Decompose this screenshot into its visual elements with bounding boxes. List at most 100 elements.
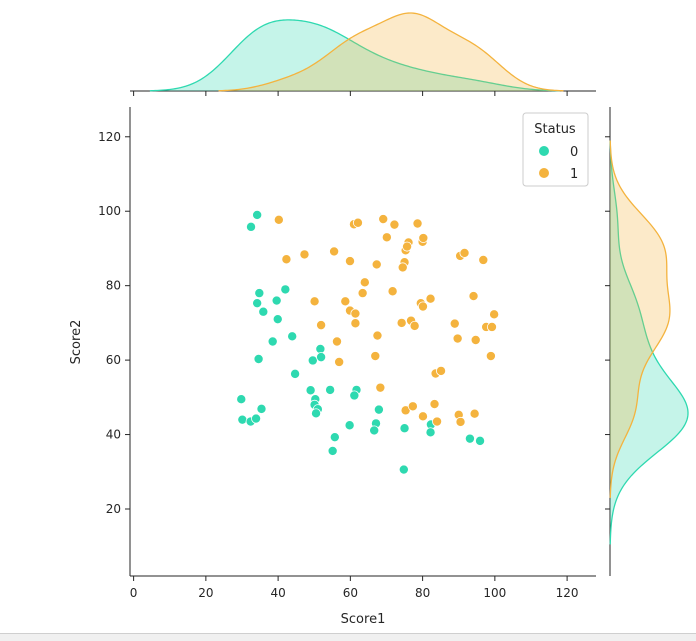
- y-axis-label: Score2: [69, 320, 84, 365]
- scatter-point-status-0: [399, 423, 410, 434]
- top-kde-line-status-0: [149, 19, 560, 92]
- scatter-point-status-0: [252, 298, 263, 309]
- scatter-point-status-1: [455, 416, 466, 427]
- scatter-point-status-1: [273, 214, 284, 225]
- scatter-point-status-0: [236, 394, 247, 405]
- y-tick-label: 100: [98, 204, 121, 218]
- legend: Status 0 1: [522, 112, 589, 187]
- scatter-point-status-1: [371, 259, 382, 270]
- legend-marker-1: [539, 168, 549, 178]
- scatter-point-status-1: [485, 351, 496, 362]
- y-tick-label: 40: [106, 428, 121, 442]
- scatter-points: [236, 209, 500, 475]
- scatter-point-status-1: [425, 293, 436, 304]
- scatter-point-status-1: [409, 320, 420, 331]
- scatter-point-status-1: [418, 233, 429, 244]
- y-tick-label: 20: [106, 502, 121, 516]
- y-tick-label: 80: [106, 279, 121, 293]
- right-kde-fill-status-1: [610, 140, 670, 498]
- legend-label-0: 0: [570, 145, 578, 160]
- scatter-point-status-1: [375, 382, 386, 393]
- scatter-point-status-1: [412, 218, 423, 229]
- scatter-point-status-0: [327, 445, 338, 456]
- scatter-point-status-0: [246, 221, 257, 232]
- scatter-point-status-1: [449, 318, 460, 329]
- scatter-point-status-1: [478, 254, 489, 265]
- scatter-point-status-0: [307, 355, 318, 366]
- scatter-point-status-0: [425, 427, 436, 438]
- x-tick-label: 60: [343, 586, 358, 600]
- scatter-point-status-0: [369, 425, 380, 436]
- scatter-point-status-1: [340, 296, 351, 307]
- scatter-point-status-1: [470, 335, 481, 346]
- scatter-point-status-0: [280, 284, 291, 295]
- x-tick-label: 80: [415, 586, 430, 600]
- window-bottom-edge: [0, 633, 696, 641]
- scatter-point-status-1: [350, 318, 361, 329]
- scatter-point-status-1: [417, 411, 428, 422]
- legend-marker-0: [539, 146, 549, 156]
- legend-title: Status: [534, 122, 576, 137]
- scatter-point-status-0: [329, 432, 340, 443]
- x-axis-label: Score1: [341, 612, 386, 627]
- scatter-point-status-1: [429, 399, 440, 410]
- scatter-point-status-0: [253, 353, 264, 364]
- scatter-point-status-1: [432, 416, 443, 427]
- top-kde-line-status-1: [218, 12, 564, 92]
- right-marginal-kde: [605, 107, 689, 576]
- scatter-point-status-1: [344, 256, 355, 267]
- x-ticks: 0 20 40 60 80 100 120: [130, 576, 579, 600]
- x-tick-label: 40: [270, 586, 285, 600]
- scatter-point-status-1: [370, 351, 381, 362]
- scatter-point-status-1: [359, 277, 370, 288]
- scatter-point-status-1: [378, 214, 389, 225]
- y-tick-label: 60: [106, 353, 121, 367]
- right-kde-line-status-1: [609, 140, 671, 498]
- scatter-point-status-1: [402, 241, 413, 252]
- scatter-point-status-1: [459, 247, 470, 258]
- scatter-point-status-1: [372, 330, 383, 341]
- scatter-point-status-1: [299, 249, 310, 260]
- x-tick-label: 100: [483, 586, 506, 600]
- scatter-point-status-1: [329, 246, 340, 257]
- scatter-point-status-1: [452, 333, 463, 344]
- scatter-point-status-0: [464, 433, 475, 444]
- scatter-point-status-1: [396, 317, 407, 328]
- scatter-point-status-0: [267, 336, 278, 347]
- scatter-point-status-0: [475, 435, 486, 446]
- scatter-point-status-0: [251, 413, 262, 424]
- scatter-point-status-1: [281, 254, 292, 265]
- scatter-point-status-1: [417, 301, 428, 312]
- scatter-point-status-0: [316, 352, 327, 363]
- scatter-point-status-0: [344, 420, 355, 431]
- right-kde-line-status-0: [609, 140, 689, 545]
- right-kde-fill-status-0: [610, 140, 688, 545]
- legend-label-1: 1: [570, 167, 578, 182]
- scatter-point-status-1: [389, 219, 400, 230]
- scatter-point-status-1: [436, 365, 447, 376]
- top-kde-fill-status-1: [218, 13, 564, 91]
- scatter-point-status-1: [407, 401, 418, 412]
- x-tick-label: 0: [130, 586, 138, 600]
- scatter-point-status-0: [237, 414, 248, 425]
- scatter-point-status-0: [398, 464, 409, 475]
- x-tick-label: 20: [198, 586, 213, 600]
- scatter-point-status-0: [315, 343, 326, 354]
- y-tick-label: 120: [98, 130, 121, 144]
- scatter-point-status-1: [397, 262, 408, 273]
- scatter-point-status-0: [349, 390, 360, 401]
- scatter-point-status-1: [316, 320, 327, 331]
- scatter-point-status-0: [287, 331, 298, 342]
- scatter-point-status-0: [290, 368, 301, 379]
- scatter-point-status-0: [271, 295, 282, 306]
- scatter-point-status-1: [350, 308, 361, 319]
- scatter-point-status-1: [334, 356, 345, 367]
- scatter-plot-area: [130, 107, 596, 576]
- scatter-point-status-1: [468, 291, 479, 302]
- scatter-point-status-0: [252, 209, 263, 220]
- top-marginal-kde: [130, 12, 596, 96]
- scatter-point-status-0: [373, 404, 384, 415]
- scatter-point-status-0: [325, 384, 336, 395]
- scatter-point-status-0: [254, 288, 265, 299]
- x-tick-label: 120: [556, 586, 579, 600]
